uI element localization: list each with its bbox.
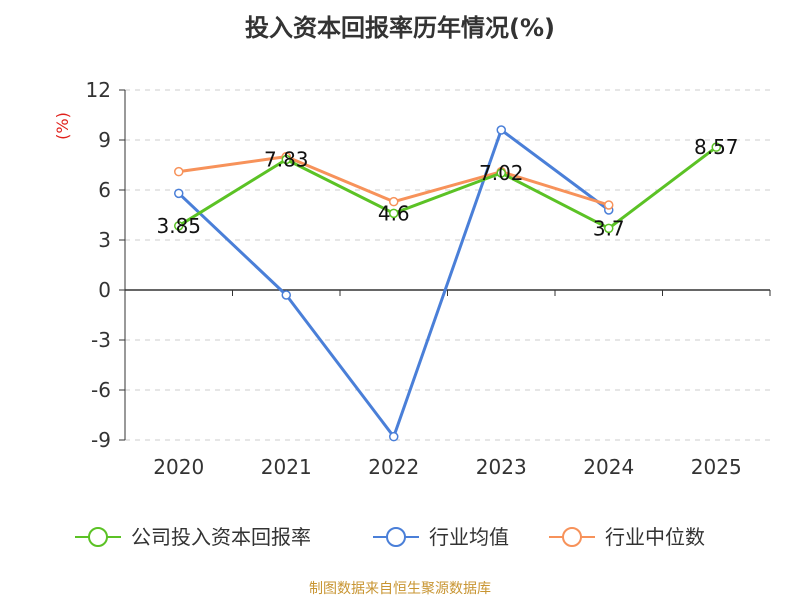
- y-tick-label: 0: [98, 278, 111, 302]
- data-point: [174, 166, 184, 177]
- data-labels: 3.85 7.83 4.6 7.02 3.7 8.57: [156, 135, 738, 240]
- legend-marker: [562, 527, 582, 547]
- y-tick-label: 6: [98, 178, 111, 202]
- y-tick-label: 3: [98, 228, 111, 252]
- y-tick-label: -6: [91, 378, 111, 402]
- y-tick-label: 9: [98, 128, 111, 152]
- legend-item[interactable]: 行业均值: [373, 525, 509, 549]
- x-tick-label: 2025: [691, 455, 742, 479]
- legend-item[interactable]: 公司投入资本回报率: [75, 525, 311, 549]
- data-point: [389, 208, 399, 219]
- grid-lines: [125, 89, 770, 441]
- legend-label: 行业均值: [429, 525, 509, 549]
- series-line-1: [177, 128, 610, 439]
- axes: 12 9 6 3 0 -3 -6 -9 2020 2021 2022 2023 2024 2025: [86, 78, 771, 479]
- x-tick-label: 2021: [261, 455, 312, 479]
- source-footer: 制图数据来自恒生聚源数据库: [309, 581, 491, 597]
- data-point: [496, 125, 506, 135]
- data-point: [174, 188, 184, 199]
- y-axis-label: (%): [53, 112, 72, 140]
- legend-marker: [88, 527, 108, 547]
- data-point: [281, 154, 291, 165]
- legend-label: 行业中位数: [605, 525, 705, 549]
- y-tick-label: -9: [91, 428, 111, 452]
- data-point: [711, 142, 721, 152]
- data-label: 8.57: [694, 135, 739, 159]
- y-tick-label: -3: [91, 328, 111, 352]
- legend: 公司投入资本回报率 行业均值 行业中位数: [75, 525, 705, 549]
- x-tick-label: 2023: [476, 455, 527, 479]
- y-tick-label: 12: [86, 78, 111, 102]
- data-label: 4.6: [378, 201, 410, 225]
- x-tick-label: 2022: [368, 455, 419, 479]
- data-label: 7.02: [479, 161, 524, 185]
- data-point: [604, 200, 614, 210]
- data-point: [281, 290, 291, 300]
- series: [174, 125, 721, 442]
- data-label: 3.85: [156, 214, 201, 238]
- legend-marker: [386, 527, 406, 547]
- series-line-0: [177, 145, 718, 230]
- data-point: [174, 221, 184, 231]
- data-label: 7.83: [264, 148, 309, 172]
- legend-label: 公司投入资本回报率: [131, 525, 311, 549]
- data-point: [604, 223, 614, 234]
- legend-item[interactable]: 行业中位数: [549, 525, 705, 549]
- x-tick-label: 2020: [153, 455, 204, 479]
- data-point: [389, 196, 399, 207]
- data-label: 3.7: [593, 216, 625, 240]
- chart-title: 投入资本回报率历年情况(%): [245, 14, 555, 42]
- data-point: [496, 168, 506, 178]
- x-tick-label: 2024: [583, 455, 634, 479]
- data-point: [389, 431, 399, 442]
